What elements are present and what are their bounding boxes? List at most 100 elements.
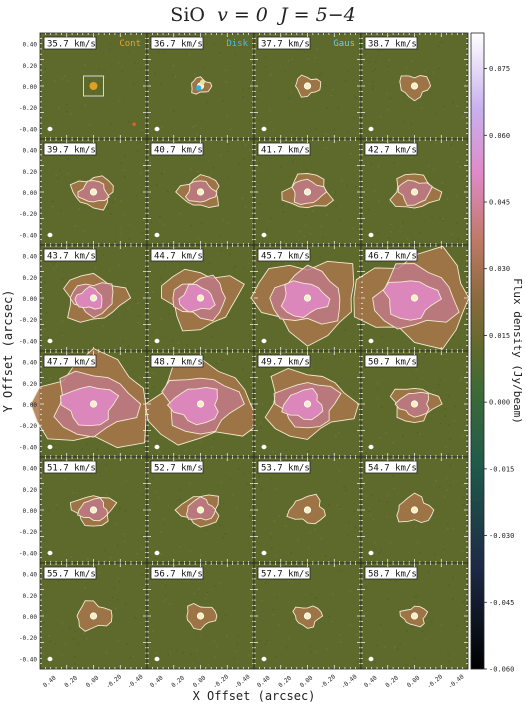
noise-speck [410, 60, 413, 63]
noise-speck [334, 355, 337, 358]
emission-peak [196, 294, 205, 302]
noise-speck [315, 597, 317, 599]
channel-panel: 43.7 km/s [39, 244, 148, 352]
emission-peak [196, 188, 205, 196]
noise-speck [194, 125, 197, 127]
noise-speck [201, 222, 203, 224]
noise-speck [149, 164, 151, 166]
noise-speck [118, 264, 121, 267]
noise-speck [227, 222, 230, 224]
noise-speck [140, 548, 143, 550]
noise-speck [415, 525, 417, 528]
noise-speck [343, 486, 345, 488]
noise-speck [356, 633, 358, 636]
noise-speck [378, 551, 380, 554]
noise-speck [257, 167, 260, 169]
beam-ellipse [261, 444, 267, 450]
beam-ellipse [47, 232, 53, 238]
velocity-label: 55.7 km/s [47, 570, 96, 580]
noise-speck [278, 515, 281, 517]
velocity-label-box [43, 460, 97, 474]
velocity-label: 58.7 km/s [368, 570, 417, 580]
noise-speck [123, 213, 125, 216]
channel-panel: 53.7 km/s [253, 456, 362, 564]
noise-speck [53, 263, 55, 265]
noise-speck [152, 291, 154, 293]
noise-speck [111, 63, 113, 66]
noise-speck [77, 643, 80, 646]
noise-speck [320, 72, 323, 75]
noise-speck [338, 431, 340, 434]
noise-speck [424, 353, 427, 355]
noise-speck [269, 373, 271, 375]
velocity-label-box [364, 142, 418, 156]
noise-speck [65, 642, 67, 645]
noise-speck [368, 510, 371, 512]
y-tick-label: -0.40 [19, 444, 37, 451]
noise-speck [104, 76, 106, 78]
noise-speck [133, 83, 135, 85]
noise-speck [160, 282, 162, 284]
noise-speck [350, 153, 352, 155]
velocity-label: 37.7 km/s [261, 40, 310, 50]
noise-speck [47, 509, 50, 512]
noise-speck [162, 600, 164, 603]
emission-peak [303, 612, 312, 620]
noise-speck [249, 159, 251, 161]
noise-speck [237, 468, 240, 470]
noise-speck [384, 453, 386, 455]
noise-speck [241, 197, 244, 199]
noise-speck [340, 347, 342, 350]
emission-peak [196, 400, 205, 408]
colorbar-tick-label: 0.075 [489, 65, 510, 73]
noise-speck [263, 141, 266, 143]
noise-speck [176, 649, 178, 652]
noise-speck [376, 387, 379, 390]
noise-speck [442, 218, 444, 220]
beam-ellipse [261, 338, 267, 344]
emission-peak [89, 294, 98, 302]
noise-speck [463, 496, 465, 499]
noise-speck [203, 574, 206, 577]
velocity-label: 43.7 km/s [47, 252, 96, 262]
noise-speck [275, 488, 277, 490]
noise-speck [438, 45, 440, 47]
noise-speck [66, 110, 68, 113]
noise-speck [269, 376, 271, 378]
noise-speck [335, 191, 337, 193]
noise-speck [318, 74, 321, 76]
noise-speck [355, 97, 357, 99]
noise-speck [213, 167, 215, 169]
velocity-label: 50.7 km/s [368, 358, 417, 368]
noise-speck [447, 453, 450, 455]
channel-panel: 48.7 km/s [145, 350, 261, 458]
noise-speck [302, 348, 304, 350]
velocity-label: 57.7 km/s [261, 570, 310, 580]
noise-speck [139, 376, 141, 379]
noise-speck [205, 532, 207, 534]
noise-speck [319, 90, 321, 92]
noise-speck [139, 172, 142, 174]
noise-speck [256, 84, 258, 87]
velocity-label: 41.7 km/s [261, 146, 310, 156]
noise-speck [203, 67, 205, 69]
noise-speck [287, 59, 290, 62]
noise-speck [141, 494, 144, 496]
noise-speck [134, 62, 136, 64]
noise-speck [251, 99, 253, 102]
noise-speck [285, 525, 287, 527]
noise-speck [78, 208, 80, 210]
noise-speck [99, 84, 102, 87]
y-tick-label: 0.00 [23, 296, 38, 303]
noise-speck [47, 130, 49, 133]
noise-speck [368, 61, 371, 63]
noise-speck [333, 129, 336, 131]
noise-speck [198, 580, 200, 583]
velocity-label-box [150, 566, 204, 580]
noise-speck [456, 105, 458, 107]
channel-panel: 35.7 km/s [39, 32, 148, 140]
x-tick-label: 0.20 [170, 674, 186, 689]
noise-speck [61, 319, 64, 321]
noise-speck [166, 190, 169, 193]
